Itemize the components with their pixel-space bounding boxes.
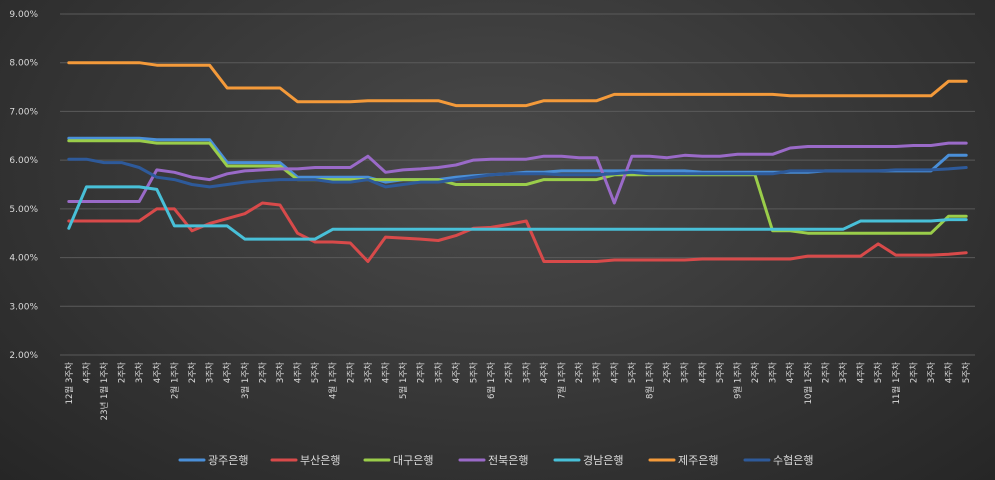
x-tick-label: 4주차 <box>698 362 708 383</box>
x-tick-label: 4주차 <box>153 362 163 383</box>
x-tick-label: 6월 1주차 <box>486 362 497 399</box>
x-tick-label: 2주차 <box>751 362 761 383</box>
legend-label: 광주은행 <box>208 454 248 467</box>
x-axis-ticks: 12월 3주차 4주차 23년 1월 1주차 2주차 3주차 4주차 2월 1주차 2주차 3주… <box>64 362 972 421</box>
x-tick-label: 2주차 <box>575 362 585 383</box>
x-tick-label: 4주차 <box>452 362 462 383</box>
x-tick-label: 3주차 <box>135 362 145 383</box>
x-tick-label: 2주차 <box>417 362 427 383</box>
x-tick-label: 5주차 <box>874 362 884 383</box>
x-tick-label: 2주차 <box>505 362 515 383</box>
x-tick-label: 2주차 <box>188 362 198 383</box>
series-line <box>67 61 968 108</box>
x-tick-label: 3주차 <box>276 362 286 383</box>
x-tick-label: 4주차 <box>945 362 955 383</box>
x-tick-label: 5주차 <box>470 362 480 383</box>
x-tick-label: 4주차 <box>294 362 304 383</box>
y-tick-label: 3.00% <box>9 302 38 312</box>
y-tick-label: 4.00% <box>9 254 38 264</box>
x-tick-label: 4주차 <box>82 362 92 383</box>
series-line <box>67 185 968 241</box>
x-tick-label: 3주차 <box>522 362 532 383</box>
legend-label: 대구은행 <box>393 454 433 467</box>
series-line <box>67 157 968 189</box>
x-tick-label: 3주차 <box>681 362 691 383</box>
x-tick-label: 8월 1주차 <box>644 362 655 399</box>
x-tick-label: 12월 3주차 <box>64 362 75 405</box>
y-axis-ticks: 2.00% 3.00% 4.00% 5.00% 6.00% 7.00% 8.00% 9.00% <box>9 10 38 361</box>
x-tick-label: 3주차 <box>434 362 444 383</box>
x-tick-label: 3주차 <box>593 362 603 383</box>
y-tick-label: 7.00% <box>9 107 38 117</box>
legend-label: 전북은행 <box>488 454 528 467</box>
x-tick-label: 3주차 <box>839 362 849 383</box>
y-tick-label: 6.00% <box>9 156 38 166</box>
x-tick-label: 5주차 <box>716 362 726 383</box>
x-tick-label: 4주차 <box>223 362 233 383</box>
x-tick-label: 2주차 <box>821 362 831 383</box>
x-tick-label: 4주차 <box>610 362 620 383</box>
x-tick-label: 10월 1주차 <box>803 362 814 405</box>
x-tick-label: 4주차 <box>540 362 550 383</box>
x-tick-label: 2월 1주차 <box>169 362 180 399</box>
x-tick-label: 5주차 <box>962 362 972 383</box>
y-tick-label: 8.00% <box>9 59 38 69</box>
legend-label: 부산은행 <box>300 454 340 467</box>
legend-label: 제주은행 <box>678 454 718 467</box>
y-tick-label: 9.00% <box>9 10 38 20</box>
x-tick-label: 3주차 <box>206 362 216 383</box>
x-tick-label: 3주차 <box>364 362 374 383</box>
x-tick-label: 5주차 <box>311 362 321 383</box>
series-lines <box>67 61 968 263</box>
legend: 광주은행 부산은행 대구은행 전북은행 경남은행 제주은행 수협은행 <box>178 454 813 467</box>
legend-label: 경남은행 <box>583 454 623 467</box>
x-tick-label: 3주차 <box>927 362 937 383</box>
x-tick-label: 11월 1주차 <box>891 362 902 405</box>
x-tick-label: 9월 1주차 <box>732 362 743 399</box>
x-tick-label: 2주차 <box>346 362 356 383</box>
x-tick-label: 3월 1주차 <box>240 362 251 399</box>
x-tick-label: 5월 1주차 <box>398 362 409 399</box>
y-tick-label: 2.00% <box>9 351 38 361</box>
series-line <box>67 141 968 205</box>
series-line <box>67 139 968 235</box>
x-tick-label: 2주차 <box>663 362 673 383</box>
x-tick-label: 2주차 <box>258 362 268 383</box>
x-tick-label: 4월 1주차 <box>328 362 339 399</box>
x-tick-label: 23년 1월 1주차 <box>99 362 110 420</box>
x-tick-label: 4주차 <box>382 362 392 383</box>
y-tick-label: 5.00% <box>9 205 38 215</box>
series-line <box>67 201 968 263</box>
legend-label: 수협은행 <box>773 454 813 467</box>
x-tick-label: 4주차 <box>857 362 867 383</box>
x-tick-label: 2주차 <box>909 362 919 383</box>
x-tick-label: 4주차 <box>786 362 796 383</box>
x-tick-label: 2주차 <box>118 362 128 383</box>
x-tick-label: 3주차 <box>769 362 779 383</box>
x-tick-label: 7월 1주차 <box>556 362 567 399</box>
x-tick-label: 5주차 <box>628 362 638 383</box>
